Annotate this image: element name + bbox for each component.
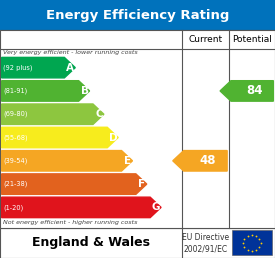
Text: 2002/91/EC: 2002/91/EC [183, 244, 227, 253]
Text: (55-68): (55-68) [3, 134, 28, 141]
Text: Potential: Potential [232, 35, 272, 44]
Text: (81-91): (81-91) [3, 88, 28, 94]
Polygon shape [2, 104, 104, 124]
Text: 84: 84 [247, 84, 263, 98]
Text: (1-20): (1-20) [3, 204, 24, 211]
Text: F: F [138, 179, 145, 189]
Bar [0, 0, 275, 30]
Text: 48: 48 [200, 154, 216, 167]
Polygon shape [2, 127, 118, 148]
Text: A: A [66, 63, 74, 73]
Text: EU Directive: EU Directive [182, 233, 229, 242]
Polygon shape [173, 151, 227, 171]
Text: (39-54): (39-54) [3, 158, 28, 164]
Polygon shape [2, 81, 90, 101]
Polygon shape [2, 151, 133, 171]
Text: C: C [95, 109, 103, 119]
Text: B: B [81, 86, 89, 96]
Text: E: E [124, 156, 131, 166]
Bar [232, 230, 272, 255]
Text: Current: Current [188, 35, 222, 44]
Bar [0, 30, 275, 228]
Text: Not energy efficient - higher running costs: Not energy efficient - higher running co… [3, 220, 138, 224]
Text: G: G [152, 202, 160, 212]
Polygon shape [2, 197, 161, 218]
Text: Energy Efficiency Rating: Energy Efficiency Rating [46, 9, 229, 22]
Text: (21-38): (21-38) [3, 181, 28, 187]
Text: (69-80): (69-80) [3, 111, 28, 117]
Bar [0, 30, 275, 49]
Polygon shape [2, 57, 75, 78]
Polygon shape [2, 174, 147, 194]
Polygon shape [220, 81, 273, 101]
Text: Very energy efficient - lower running costs: Very energy efficient - lower running co… [3, 50, 138, 55]
Text: (92 plus): (92 plus) [3, 64, 33, 71]
Bar [0, 228, 275, 258]
Text: D: D [109, 133, 117, 142]
Text: England & Wales: England & Wales [32, 236, 150, 249]
